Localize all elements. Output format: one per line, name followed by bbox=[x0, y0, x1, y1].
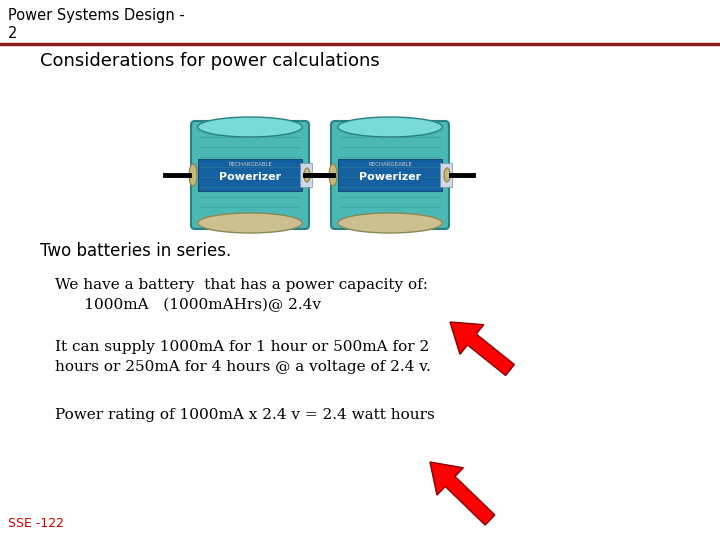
Text: Power Systems Design -: Power Systems Design - bbox=[8, 8, 185, 23]
Ellipse shape bbox=[329, 164, 337, 186]
FancyArrow shape bbox=[450, 322, 514, 375]
Bar bbox=[440, 163, 452, 187]
Text: It can supply 1000mA for 1 hour or 500mA for 2: It can supply 1000mA for 1 hour or 500mA… bbox=[55, 340, 429, 354]
Text: 2: 2 bbox=[8, 26, 17, 41]
Text: Power rating of 1000mA x 2.4 v = 2.4 watt hours: Power rating of 1000mA x 2.4 v = 2.4 wat… bbox=[55, 408, 435, 422]
Text: Powerizer: Powerizer bbox=[219, 172, 281, 182]
Ellipse shape bbox=[338, 213, 442, 233]
Text: RECHARGEABLE: RECHARGEABLE bbox=[228, 163, 272, 167]
Text: Powerizer: Powerizer bbox=[359, 172, 421, 182]
Text: SSE -122: SSE -122 bbox=[8, 517, 64, 530]
Ellipse shape bbox=[198, 213, 302, 233]
Text: RECHARGEABLE: RECHARGEABLE bbox=[368, 163, 412, 167]
Bar bbox=[338, 159, 442, 191]
Ellipse shape bbox=[304, 168, 310, 182]
Text: 1000mA   (1000mAHrs)@ 2.4v: 1000mA (1000mAHrs)@ 2.4v bbox=[55, 298, 321, 312]
Text: Considerations for power calculations: Considerations for power calculations bbox=[40, 52, 379, 70]
Text: Two batteries in series.: Two batteries in series. bbox=[40, 242, 231, 260]
Text: We have a battery  that has a power capacity of:: We have a battery that has a power capac… bbox=[55, 278, 428, 292]
FancyBboxPatch shape bbox=[191, 121, 309, 229]
Ellipse shape bbox=[444, 168, 450, 182]
Bar bbox=[300, 163, 312, 187]
FancyArrow shape bbox=[430, 462, 495, 525]
FancyBboxPatch shape bbox=[331, 121, 449, 229]
Ellipse shape bbox=[189, 164, 197, 186]
Ellipse shape bbox=[198, 117, 302, 137]
Text: hours or 250mA for 4 hours @ a voltage of 2.4 v.: hours or 250mA for 4 hours @ a voltage o… bbox=[55, 360, 431, 374]
Ellipse shape bbox=[338, 117, 442, 137]
Bar bbox=[198, 159, 302, 191]
